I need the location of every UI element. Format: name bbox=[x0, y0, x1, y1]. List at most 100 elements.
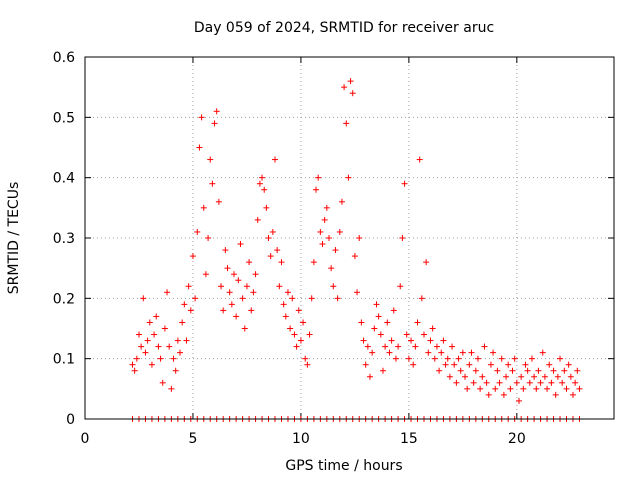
y-tick-label: 0.4 bbox=[53, 171, 75, 187]
data-point bbox=[446, 373, 453, 380]
data-point bbox=[472, 367, 479, 374]
data-point bbox=[265, 235, 272, 241]
data-point bbox=[416, 156, 423, 163]
data-point bbox=[375, 313, 382, 320]
data-point bbox=[319, 241, 326, 248]
data-point bbox=[362, 361, 369, 368]
data-point bbox=[513, 379, 520, 386]
data-point bbox=[198, 114, 205, 121]
y-tick-label: 0 bbox=[66, 412, 75, 428]
data-point bbox=[222, 247, 229, 254]
data-point bbox=[367, 373, 374, 380]
data-point bbox=[280, 301, 287, 308]
data-point bbox=[466, 361, 473, 368]
data-point bbox=[565, 361, 572, 368]
plot-frame bbox=[84, 56, 615, 420]
data-point bbox=[425, 349, 432, 356]
data-point bbox=[498, 355, 505, 362]
data-point bbox=[308, 295, 315, 302]
data-point bbox=[442, 361, 449, 368]
data-point bbox=[209, 180, 216, 187]
data-point bbox=[408, 337, 415, 344]
data-point bbox=[436, 367, 443, 374]
data-point bbox=[321, 216, 328, 223]
data-point bbox=[354, 289, 361, 296]
data-point bbox=[220, 307, 227, 314]
data-point bbox=[233, 313, 240, 320]
data-point bbox=[129, 361, 136, 368]
data-point bbox=[168, 385, 175, 392]
data-point bbox=[526, 379, 533, 386]
data-point bbox=[427, 337, 434, 344]
data-point bbox=[494, 367, 501, 374]
data-point bbox=[161, 325, 168, 332]
data-point bbox=[531, 373, 538, 380]
data-point bbox=[202, 271, 209, 278]
data-point bbox=[483, 379, 490, 386]
data-point bbox=[373, 301, 380, 308]
data-point bbox=[550, 367, 557, 374]
grid bbox=[85, 57, 614, 419]
data-point bbox=[159, 379, 166, 386]
data-point bbox=[269, 228, 276, 235]
data-point bbox=[157, 355, 164, 362]
data-point bbox=[392, 355, 399, 362]
data-point bbox=[492, 385, 499, 392]
data-point bbox=[151, 331, 158, 338]
data-point bbox=[302, 355, 309, 362]
data-point bbox=[444, 355, 451, 362]
data-point bbox=[464, 385, 471, 392]
data-point bbox=[334, 295, 341, 302]
data-point bbox=[155, 343, 162, 350]
y-tick-label: 0.1 bbox=[53, 352, 75, 368]
data-point bbox=[459, 349, 466, 356]
data-point bbox=[187, 307, 194, 314]
data-point bbox=[384, 319, 391, 326]
data-point bbox=[328, 265, 335, 272]
data-point bbox=[274, 247, 281, 254]
data-point bbox=[215, 198, 222, 205]
data-point bbox=[235, 277, 242, 284]
data-point bbox=[181, 301, 188, 308]
data-point bbox=[369, 349, 376, 356]
data-point bbox=[496, 379, 503, 386]
x-tick-label: 15 bbox=[400, 431, 418, 447]
data-point bbox=[405, 355, 412, 362]
data-point bbox=[507, 385, 514, 392]
data-point bbox=[453, 379, 460, 386]
data-point bbox=[420, 331, 427, 338]
data-point bbox=[256, 180, 263, 187]
data-point bbox=[511, 355, 518, 362]
data-point bbox=[133, 355, 140, 362]
data-point bbox=[336, 228, 343, 235]
data-point bbox=[304, 361, 311, 368]
data-point bbox=[418, 295, 425, 302]
data-point bbox=[228, 301, 235, 308]
data-point bbox=[505, 361, 512, 368]
data-point bbox=[401, 180, 408, 187]
data-point bbox=[200, 204, 207, 211]
data-point bbox=[433, 343, 440, 350]
data-point bbox=[371, 325, 378, 332]
data-point bbox=[341, 84, 348, 91]
y-tick-label: 0.3 bbox=[53, 231, 75, 247]
data-point bbox=[205, 235, 212, 241]
data-point bbox=[313, 186, 320, 193]
data-point bbox=[379, 367, 386, 374]
data-point bbox=[358, 319, 365, 326]
data-point bbox=[455, 355, 462, 362]
data-point bbox=[192, 295, 199, 302]
data-point bbox=[574, 367, 581, 374]
data-point bbox=[226, 289, 233, 296]
x-tick-label: 20 bbox=[508, 431, 526, 447]
data-point bbox=[323, 204, 330, 211]
data-point bbox=[213, 108, 220, 115]
data-point bbox=[310, 259, 317, 266]
data-point bbox=[535, 367, 542, 374]
data-point bbox=[485, 391, 492, 398]
data-point bbox=[423, 259, 430, 266]
data-point bbox=[153, 313, 160, 320]
data-point bbox=[300, 319, 307, 326]
data-point bbox=[278, 259, 285, 266]
